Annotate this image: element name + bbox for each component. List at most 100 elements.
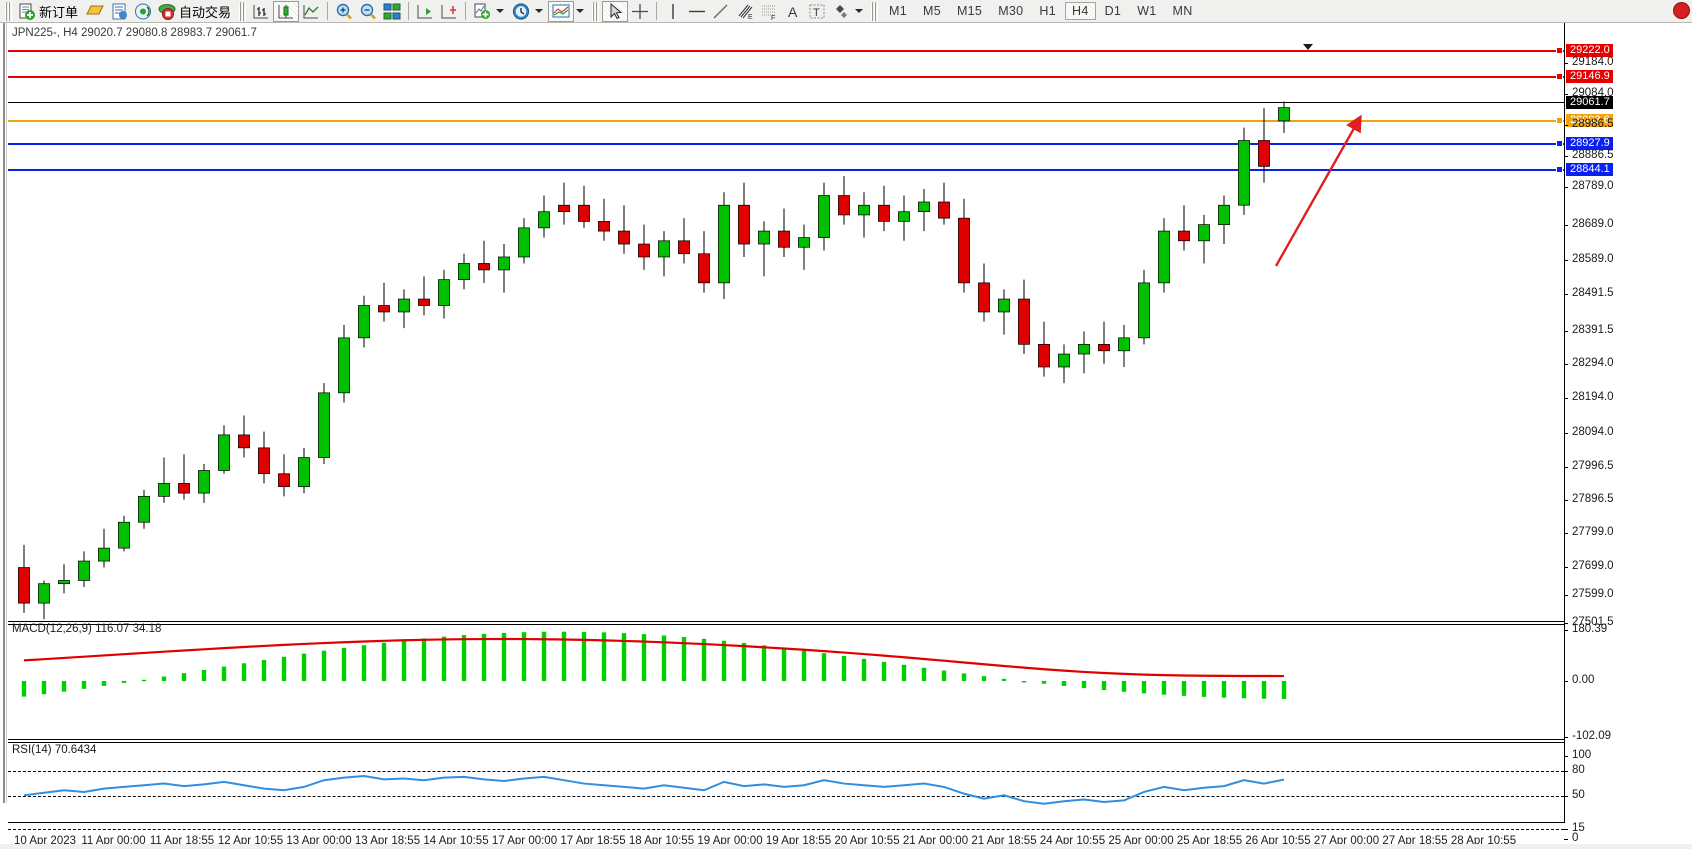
toolbar-grip[interactable] (5, 1, 12, 21)
auto-scroll-button[interactable] (413, 1, 437, 22)
chart-canvas-area[interactable]: 29222.0 29146.9 29061.7 29003.6 28927.9 28844… (0, 23, 1692, 849)
horizontal-line-button[interactable] (685, 1, 709, 22)
alert-indicator-icon[interactable] (1673, 2, 1690, 19)
navigator-button[interactable] (131, 1, 155, 22)
timeframe-d1[interactable]: D1 (1104, 4, 1122, 18)
fibonacci-button[interactable]: F (757, 1, 781, 22)
shapes-button[interactable] (829, 1, 853, 22)
auto-trading-button[interactable]: 自动交易 (155, 1, 236, 22)
rsi-scale-tick (1564, 771, 1568, 772)
equidistant-channel-button[interactable]: E (733, 1, 757, 22)
support-level-1-line[interactable] (8, 143, 1564, 145)
support-level-1-handle[interactable] (1556, 140, 1563, 147)
timeframe-h4[interactable]: H4 (1065, 2, 1096, 20)
macd-histogram-bar (641, 634, 647, 681)
pivot-level-line[interactable] (8, 120, 1564, 122)
chart-scroll-caret-icon[interactable] (1303, 44, 1313, 50)
last-price-level-tag[interactable]: 29061.7 (1566, 96, 1613, 109)
chart-shift-button[interactable] (437, 1, 461, 22)
macd-histogram-bar (241, 663, 247, 681)
last-price-level-line[interactable] (8, 102, 1564, 103)
bar-chart-button[interactable] (249, 1, 273, 22)
auto-trading-label: 自动交易 (179, 4, 232, 20)
macd-scale-tick (1564, 681, 1568, 682)
macd-scale-tick-label: 0.00 (1572, 674, 1595, 686)
timeframe-mn[interactable]: MN (1172, 4, 1193, 18)
macd-histogram-bar (1181, 681, 1187, 696)
pivot-level-handle[interactable] (1556, 117, 1563, 124)
data-window-icon (112, 3, 128, 19)
support-level-2-line[interactable] (8, 169, 1564, 171)
timeframe-m30[interactable]: M30 (998, 4, 1024, 18)
trendline-button[interactable] (709, 1, 733, 22)
shapes-icon (836, 4, 848, 18)
candle-body (438, 279, 450, 306)
crosshair-button[interactable] (628, 1, 652, 22)
rsi-scale-tick (1564, 829, 1568, 830)
rsi-scale-tick (1564, 839, 1568, 840)
macd-histogram-bar (461, 635, 467, 681)
toolbar-separator-2 (408, 2, 410, 20)
toolbar-grip-4[interactable] (871, 1, 879, 21)
text-label-button[interactable]: T (805, 1, 829, 22)
line-chart-button[interactable] (299, 1, 323, 22)
templates-dropdown-caret[interactable] (576, 9, 585, 13)
new-order-button[interactable]: 新订单 (15, 1, 83, 22)
zoom-in-button[interactable] (332, 1, 356, 22)
toolbar-grip-3[interactable] (592, 1, 600, 21)
resistance-level-1-tag[interactable]: 29222.0 (1566, 44, 1613, 57)
price-tick (1564, 623, 1568, 624)
cursor-button[interactable] (602, 0, 629, 22)
periods-dropdown-caret[interactable] (535, 9, 544, 13)
tile-windows-button[interactable] (380, 1, 404, 22)
rsi-series (23, 774, 1285, 805)
macd-histogram-bar (841, 656, 847, 681)
price-tick (1564, 398, 1568, 399)
candle-body (858, 204, 870, 216)
macd-histogram-bar (1221, 681, 1227, 698)
macd-histogram-bar (541, 631, 547, 681)
resistance-level-2-tag[interactable]: 29146.9 (1566, 70, 1613, 83)
macd-histogram-bar (361, 645, 367, 681)
indicators-button[interactable] (470, 1, 494, 22)
shapes-dropdown-caret[interactable] (855, 9, 864, 13)
timeframe-m15[interactable]: M15 (956, 4, 983, 18)
rsi-scale-tick-label: 80 (1572, 764, 1585, 776)
vertical-line-button[interactable] (661, 1, 685, 22)
candlestick-chart-button[interactable] (273, 0, 300, 22)
macd-histogram-bar (261, 660, 267, 681)
chart-left-border-2 (6, 23, 7, 803)
horizontal-line-icon (689, 10, 706, 12)
timeframe-h1[interactable]: H1 (1039, 4, 1056, 18)
support-level-2-handle[interactable] (1556, 166, 1563, 173)
timeframe-w1[interactable]: W1 (1137, 4, 1157, 18)
periods-button[interactable] (509, 1, 533, 22)
resistance-level-1-handle[interactable] (1556, 47, 1563, 54)
price-tick (1564, 433, 1568, 434)
zoom-out-button[interactable] (356, 1, 380, 22)
open-chart-button[interactable] (83, 1, 107, 22)
candle-body (218, 434, 230, 471)
candle-body (738, 204, 750, 245)
resistance-level-2-line[interactable] (8, 76, 1564, 78)
indicators-dropdown-caret[interactable] (496, 9, 505, 13)
svg-text:A: A (788, 4, 798, 20)
data-window-button[interactable] (107, 1, 131, 22)
candle-body (1098, 343, 1110, 352)
candle-body (698, 253, 710, 284)
price-tick (1564, 63, 1568, 64)
candle-body (678, 240, 690, 255)
timeframe-m1[interactable]: M1 (889, 4, 907, 18)
text-button[interactable]: A (781, 1, 805, 22)
timeframe-m5[interactable]: M5 (923, 4, 941, 18)
pivot-level-tag[interactable]: 29003.6 (1566, 114, 1613, 127)
resistance-level-2-handle[interactable] (1556, 73, 1563, 80)
templates-button[interactable] (548, 0, 575, 22)
macd-scale-tick (1564, 737, 1568, 738)
support-level-1-tag[interactable]: 28927.9 (1566, 137, 1613, 150)
toolbar-grip-2[interactable] (239, 1, 247, 21)
candle-body (658, 240, 670, 258)
price-axis-line (1564, 23, 1565, 823)
support-level-2-tag[interactable]: 28844.1 (1566, 163, 1613, 176)
resistance-level-1-line[interactable] (8, 50, 1564, 52)
